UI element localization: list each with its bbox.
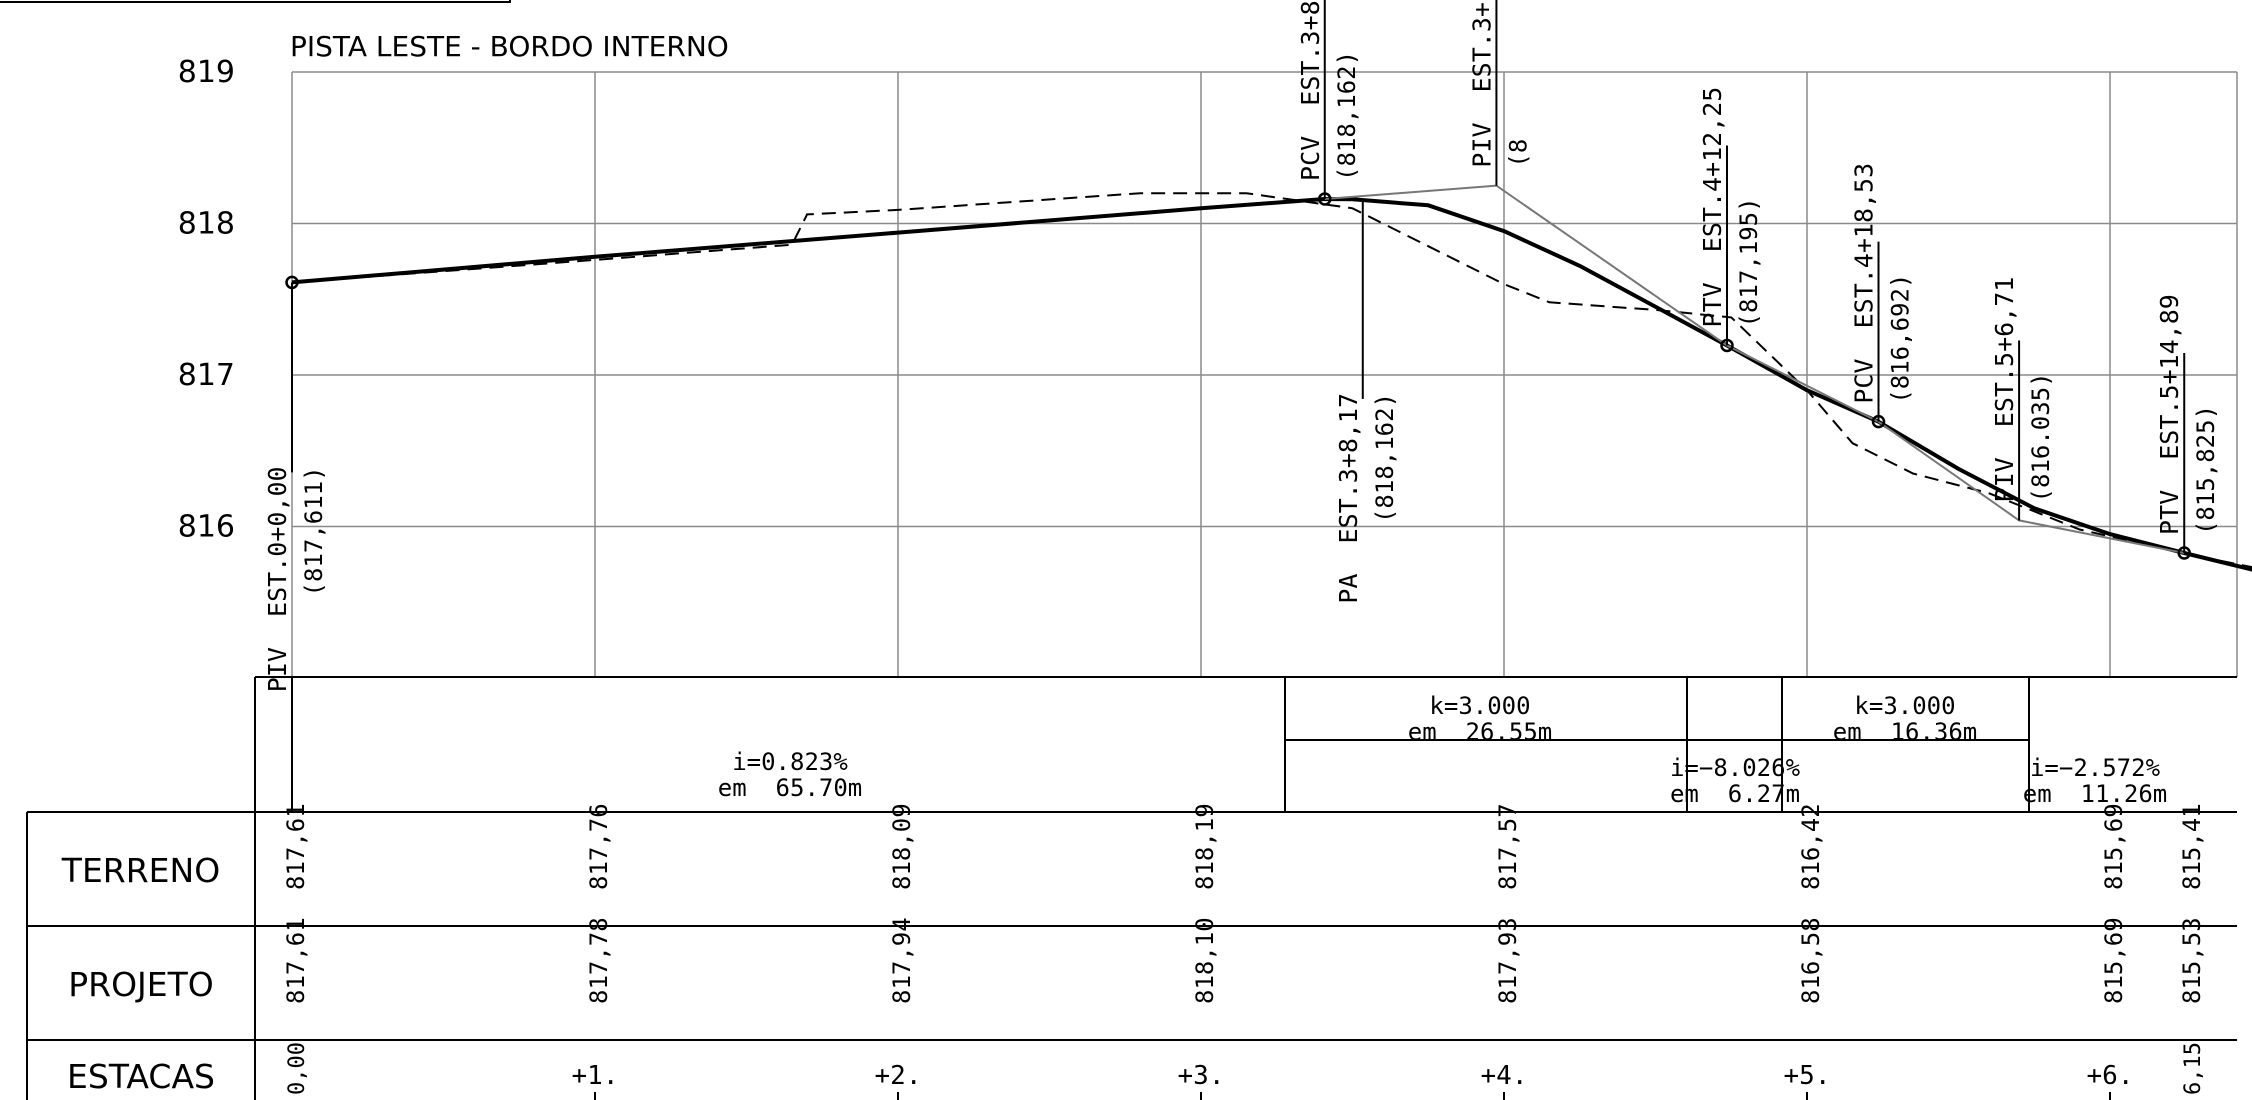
- table-row-projeto: PROJETO 817,61 817,78 817,94 818,10 817,93 816…: [68, 917, 2206, 1004]
- control-point-elevation: (818,162): [1371, 393, 1399, 523]
- control-point-elevation: (818,162): [1333, 51, 1361, 181]
- table-cell: 818,19: [1191, 803, 1219, 890]
- control-points: PIV EST.0+0,00 (817,611) PCV EST.3+8,17 (81…: [263, 0, 2220, 692]
- table-cell: 818,09: [888, 803, 916, 890]
- annotation-line2: em 16.36m: [1833, 718, 1978, 746]
- control-point: PTV EST.4+12,25 (817,195): [1698, 87, 1763, 353]
- annotation-line2: em 6.27m: [1670, 780, 1800, 808]
- table-row-label: TERRENO: [61, 851, 220, 890]
- control-point-label: PIV EST.0+0,00: [263, 466, 292, 692]
- table-row-estacas: ESTACAS 0,00 +1. +2. +3. +4. +5. +6. 6,15: [67, 1042, 2206, 1100]
- table-cell: +2.: [875, 1061, 922, 1091]
- table-cell: 815,69: [2100, 803, 2128, 890]
- table-cell: +3.: [1178, 1061, 1225, 1091]
- grade-annotation: i=−8.026%em 6.27m: [1670, 754, 1801, 808]
- control-point-label: PTV EST.4+12,25: [1698, 87, 1727, 328]
- table-cell: 817,93: [1494, 917, 1522, 1004]
- annotation-line1: k=3.000: [1854, 692, 1955, 720]
- control-point-label: PIV EST.3+: [1467, 2, 1496, 168]
- table-cell: 818,10: [1191, 917, 1219, 1004]
- table-cell: 817,61: [282, 803, 310, 890]
- table-cell: 816,58: [1797, 917, 1825, 1004]
- control-point-elevation: (815,825): [2192, 405, 2220, 535]
- annotation-line1: i=0.823%: [732, 748, 848, 776]
- grade-annotation: i=−2.572%em 11.26m: [2023, 754, 2168, 808]
- control-point-label: PTV EST.5+14,89: [2155, 294, 2184, 535]
- y-tick-label: 816: [178, 510, 235, 545]
- control-point: PIV EST.3+ (8: [1467, 0, 1532, 186]
- control-point: PTV EST.5+14,89 (815,825): [2155, 294, 2220, 560]
- table-cell: 817,76: [585, 803, 613, 890]
- table-cell: 817,57: [1494, 803, 1522, 890]
- control-point-marker: [1318, 192, 1332, 206]
- annotation-line1: i=−2.572%: [2030, 754, 2161, 782]
- y-tick-label: 817: [178, 358, 235, 393]
- control-point-marker: [285, 275, 299, 290]
- control-point-elevation: (8: [1504, 139, 1532, 168]
- control-point: PIV EST.5+6,71 (816.035): [1990, 277, 2055, 521]
- elevation-table: TERRENO 817,61 817,76 818,09 818,19 817,57 816…: [26, 803, 2237, 1100]
- control-point-elevation: (816.035): [2027, 372, 2055, 502]
- control-point-label: PCV EST.3+8,17: [1296, 0, 1325, 181]
- annotation-line1: k=3.000: [1429, 692, 1530, 720]
- control-point-marker: [2177, 546, 2191, 560]
- table-cell: 816,42: [1797, 803, 1825, 890]
- series-projeto: [291, 197, 2252, 572]
- control-point-label: PA EST.3+8,17: [1334, 393, 1363, 604]
- table-cell: +6.: [2087, 1061, 2134, 1091]
- table-cell: 817,94: [888, 917, 916, 1004]
- control-point: PCV EST.4+18,53 (816,692): [1850, 163, 1915, 429]
- control-point-elevation: (817,195): [1735, 197, 1763, 327]
- profile-series: [291, 184, 2252, 572]
- grade-annotation: i=0.823%em 65.70m: [718, 748, 863, 802]
- annotation-line2: em 11.26m: [2023, 780, 2168, 808]
- annotation-line1: i=−8.026%: [1670, 754, 1801, 782]
- table-cell: 815,41: [2178, 803, 2206, 890]
- table-cell: 815,69: [2100, 917, 2128, 1004]
- table-cell: 817,61: [282, 917, 310, 1004]
- table-cell: +5.: [1784, 1061, 1831, 1091]
- table-cell: +1.: [572, 1061, 619, 1091]
- profile-title: PISTA LESTE - BORDO INTERNO: [290, 30, 729, 63]
- control-point: PIV EST.0+0,00 (817,611): [263, 275, 328, 692]
- table-cell: 815,53: [2178, 917, 2206, 1004]
- y-axis-ticks: 819 818 817 816: [178, 55, 235, 545]
- control-point-label: PCV EST.4+18,53: [1850, 163, 1879, 404]
- control-point-elevation: (816,692): [1887, 274, 1915, 404]
- annotation-line2: em 65.70m: [718, 774, 863, 802]
- table-grid: [26, 811, 2237, 1100]
- annotation-line2: em 26.55m: [1408, 718, 1553, 746]
- table-cell: 0,00: [285, 1042, 310, 1095]
- control-point-elevation: (817,611): [300, 466, 328, 596]
- series-tangentes-piv: [1324, 184, 2185, 554]
- table-row-label: ESTACAS: [67, 1057, 215, 1096]
- y-tick-label: 819: [178, 55, 235, 90]
- table-row-label: PROJETO: [68, 965, 214, 1004]
- control-point-marker: [1871, 414, 1886, 429]
- top-left-frame: [0, 0, 511, 3]
- table-cell: 6,15: [2181, 1042, 2206, 1095]
- control-point: PCV EST.3+8,17 (818,162): [1296, 0, 1361, 206]
- control-point-label: PIV EST.5+6,71: [1990, 277, 2019, 503]
- control-point: PA EST.3+8,17 (818,162): [1334, 198, 1399, 604]
- table-row-terreno: TERRENO 817,61 817,76 818,09 818,19 817,57 816…: [61, 803, 2206, 890]
- table-cell: +4.: [1481, 1061, 1528, 1091]
- table-cell: 817,78: [585, 917, 613, 1004]
- y-tick-label: 818: [178, 207, 235, 242]
- profile-grid: [291, 71, 2238, 677]
- control-point-marker: [1720, 338, 1734, 353]
